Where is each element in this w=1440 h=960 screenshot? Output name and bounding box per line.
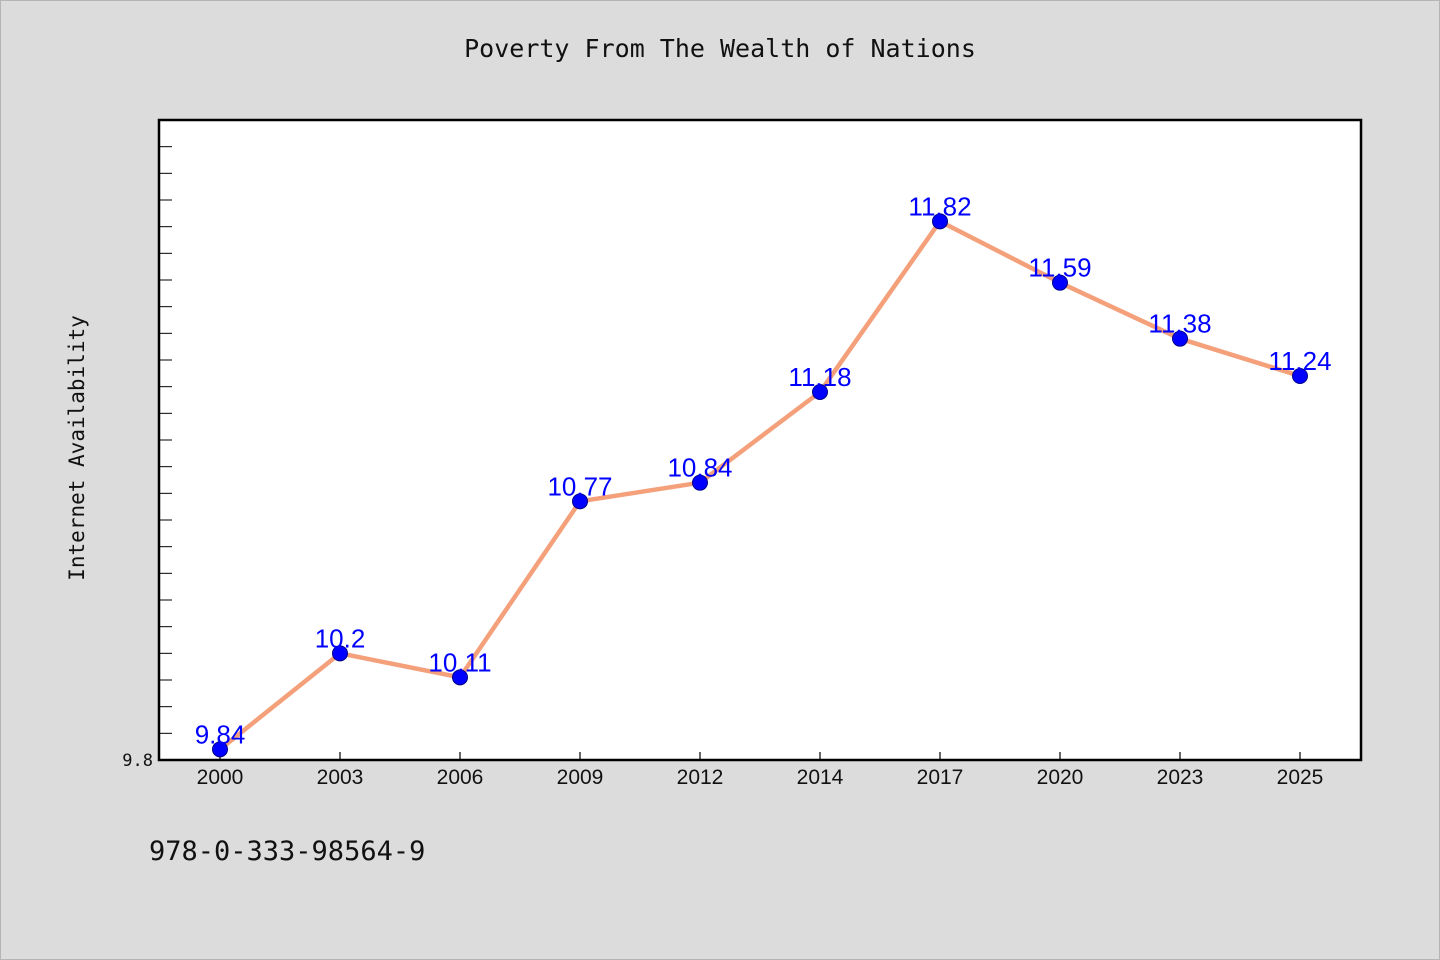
y-tick-label: 9.8	[122, 751, 153, 771]
data-point	[212, 741, 228, 758]
x-tick-label: 2017	[917, 766, 964, 789]
x-tick-label: 2020	[1037, 766, 1084, 789]
data-label: 10.77	[547, 471, 612, 501]
x-tick-label: 2000	[197, 766, 244, 789]
x-tick-label: 2003	[317, 766, 364, 789]
data-label: 11.18	[788, 362, 851, 392]
data-label: 10.84	[667, 453, 732, 483]
series-line	[217, 219, 1303, 752]
data-label: 10.11	[428, 647, 491, 677]
data-point	[452, 669, 468, 686]
data-point	[1052, 274, 1068, 291]
data-point	[812, 384, 828, 400]
data-label: 10.2	[315, 623, 366, 653]
x-tick-label: 2006	[437, 766, 484, 789]
data-point	[332, 645, 348, 662]
data-label: 11.24	[1268, 346, 1331, 376]
data-label: 11.38	[1148, 309, 1211, 339]
data-point	[1172, 330, 1188, 347]
data-label: 11.82	[908, 191, 971, 221]
isbn-text: 978-0-333-98564-9	[149, 836, 426, 867]
data-point	[1292, 368, 1308, 384]
data-point	[572, 493, 588, 510]
data-point	[692, 474, 708, 491]
chart-title: Poverty From The Wealth of Nations	[464, 34, 976, 63]
x-tick-label: 2025	[1277, 766, 1324, 789]
data-label: 11.59	[1028, 253, 1091, 283]
x-tick-label: 2009	[557, 766, 604, 789]
data-label: 9.84	[195, 719, 246, 749]
x-tick-label: 2023	[1157, 766, 1204, 789]
data-point	[932, 213, 948, 230]
x-tick-label: 2012	[677, 766, 724, 789]
x-tick-label: 2014	[797, 766, 844, 789]
